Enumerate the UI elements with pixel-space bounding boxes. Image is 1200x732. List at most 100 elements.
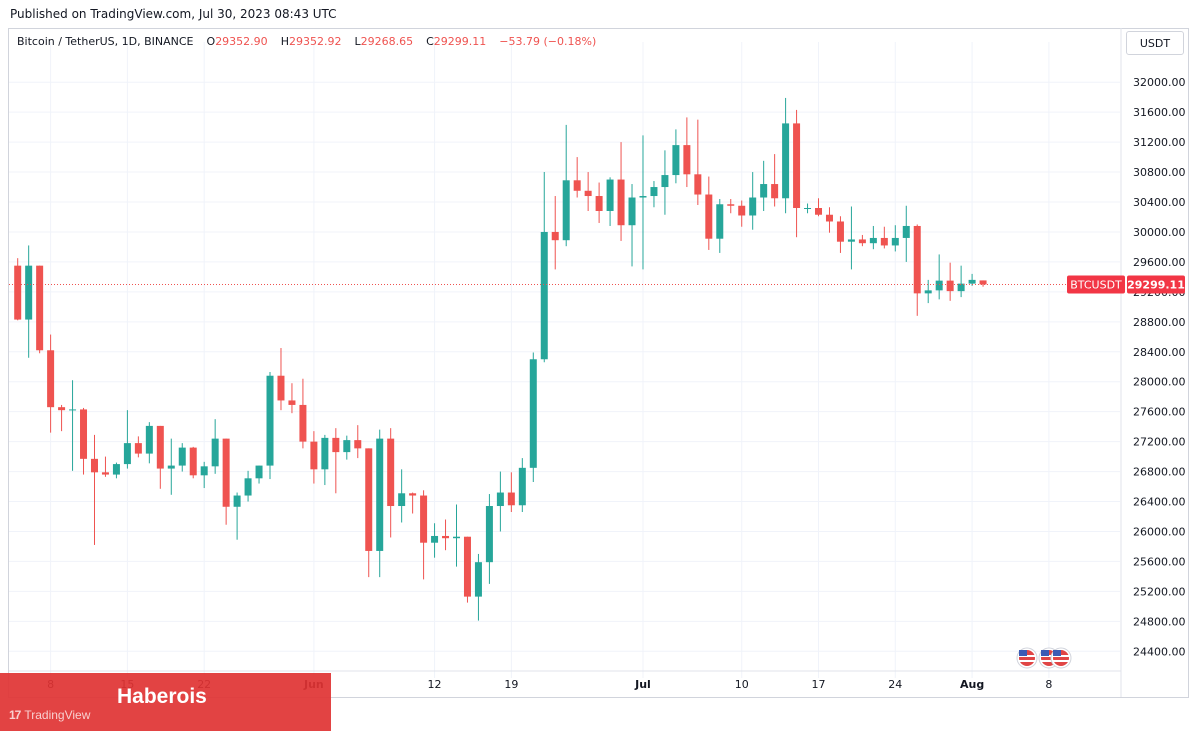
x-tick-label: 8 [1045,678,1052,691]
candle [946,262,954,301]
candle [485,494,493,584]
candle [145,422,153,464]
candle [211,419,219,474]
candle [869,225,877,250]
candle-body [782,123,790,199]
candle-body [727,204,735,206]
candle-body [145,425,153,454]
candle [354,425,362,459]
candle [661,150,669,215]
legend-high-value: 29352.92 [288,35,342,48]
candle-body [200,466,208,476]
y-tick-label: 28000.00 [1133,376,1186,389]
candle [738,200,746,227]
y-tick-label: 25200.00 [1133,585,1186,598]
candle-body [694,174,702,195]
candle-body [343,440,351,453]
flag-stripe [1041,660,1057,662]
candle-body [211,438,219,467]
y-tick-label: 30800.00 [1133,166,1186,179]
legend-close-label: C [426,35,434,48]
candle [650,181,658,208]
x-tick-label: 19 [504,678,518,691]
candle [957,265,965,298]
candle [310,431,318,484]
candle [167,438,175,495]
candle-body [123,443,131,465]
candle-body [431,535,439,543]
candle-body [266,375,274,466]
candle [540,172,548,363]
candle [825,207,833,233]
candle [156,425,164,489]
candle [233,492,241,540]
candle [189,446,197,479]
y-tick-label: 29600.00 [1133,256,1186,269]
y-tick-label: 31600.00 [1133,106,1186,119]
published-note: Published on TradingView.com, Jul 30, 20… [10,7,337,21]
candle-body [58,407,66,411]
candle-body [69,409,77,411]
candle [288,383,296,414]
candle [222,438,230,525]
y-tick-label: 26400.00 [1133,496,1186,509]
candle [409,492,417,514]
tradingview-logo: 17 TradingView [9,708,90,722]
currency-button[interactable]: USDT [1126,31,1184,55]
candle-body [189,447,197,476]
x-tick-label: 10 [735,678,749,691]
candle-body [222,438,230,507]
candle [595,182,603,223]
candle-body [617,179,625,226]
candle [321,434,329,486]
legend-symbol: Bitcoin / TetherUS, 1D, BINANCE [17,35,194,48]
candle-body [376,438,384,551]
top-bar: Published on TradingView.com, Jul 30, 20… [0,0,1200,28]
candle [771,154,779,207]
ticker-symbol-tag [1067,275,1125,294]
candle [90,434,98,545]
candle [200,461,208,489]
candle-body [453,536,460,539]
candle [617,142,625,241]
candle [727,199,735,214]
candle-body [672,145,680,176]
legend-low-label: L [354,35,361,48]
candle-body [277,375,285,401]
candle [266,371,274,480]
candle-body [771,184,779,199]
chart-frame [8,28,1189,698]
ticker-symbol-text: BTCUSDT [1070,278,1122,291]
candle-body [946,280,954,292]
legend-open-label: O [206,35,216,48]
candle-body [924,290,932,294]
flag-stripe [1053,660,1069,662]
candle-body [540,231,548,360]
candle [804,203,812,214]
candle [913,224,921,316]
candle-body [606,179,614,211]
candle [112,462,120,479]
flag-canton [1019,650,1027,656]
y-tick-label: 25600.00 [1133,555,1186,568]
candle-body [760,184,768,198]
candle [463,536,471,603]
candle-body [979,280,987,285]
candle-body [310,441,318,470]
candle [606,177,614,226]
candle [453,504,460,567]
y-tick-label: 30400.00 [1133,196,1186,209]
candle-body [36,265,44,351]
candle-body [628,197,636,226]
candle [749,172,757,230]
candle-body [968,279,976,284]
candle [836,216,844,253]
x-tick-label: Jul [634,678,651,691]
candle-body [387,438,395,507]
us-flag-event-icon [1050,647,1072,669]
candle [858,234,866,247]
candle [628,184,636,267]
candle [562,124,570,247]
candle-body [858,239,866,244]
